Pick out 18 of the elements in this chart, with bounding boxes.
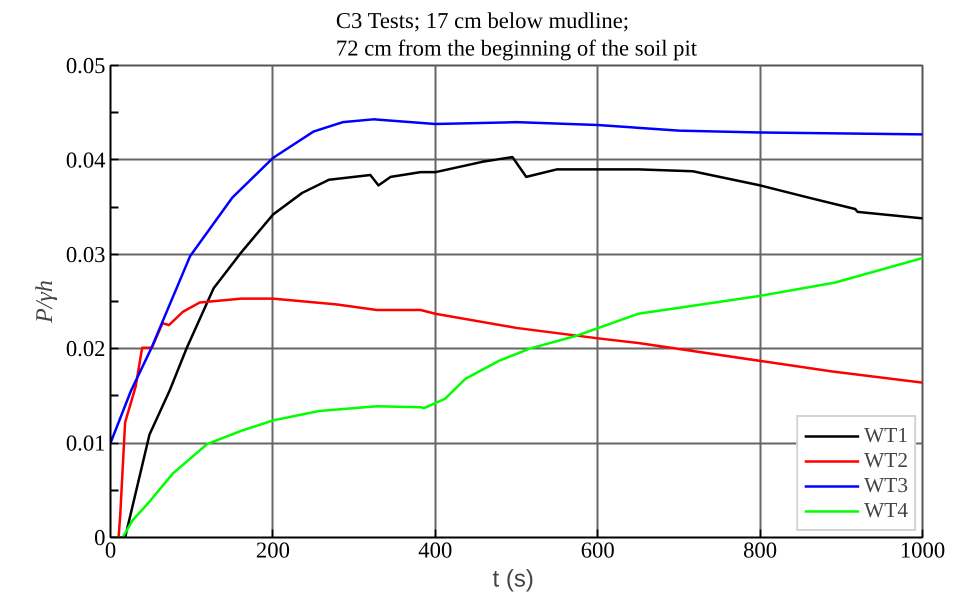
- y-tick-label: 0.02: [66, 336, 106, 362]
- y-tick-label: 0.03: [66, 242, 106, 267]
- x-axis-title: t (s): [492, 566, 534, 592]
- x-tick-label: 200: [256, 538, 290, 562]
- legend-label: WT4: [864, 498, 908, 523]
- y-tick-label: 0.05: [66, 53, 106, 78]
- y-tick-label: 0.04: [66, 147, 106, 172]
- legend-label: WT1: [864, 423, 908, 448]
- y-tick-label: 0.01: [66, 430, 106, 456]
- x-tick-label: 800: [743, 538, 778, 562]
- chart-title: C3 Tests; 17 cm below mudline; 72 cm from the beginning of the soil pit: [336, 8, 698, 60]
- x-tick-label: 1000: [900, 538, 946, 562]
- x-tick-label: 400: [418, 538, 452, 562]
- legend-label: WT3: [864, 473, 908, 498]
- legend-label: WT2: [864, 448, 908, 473]
- line-series: [110, 118, 922, 444]
- x-tick-label: 600: [580, 538, 615, 562]
- y-axis-title: P/γh: [32, 280, 58, 324]
